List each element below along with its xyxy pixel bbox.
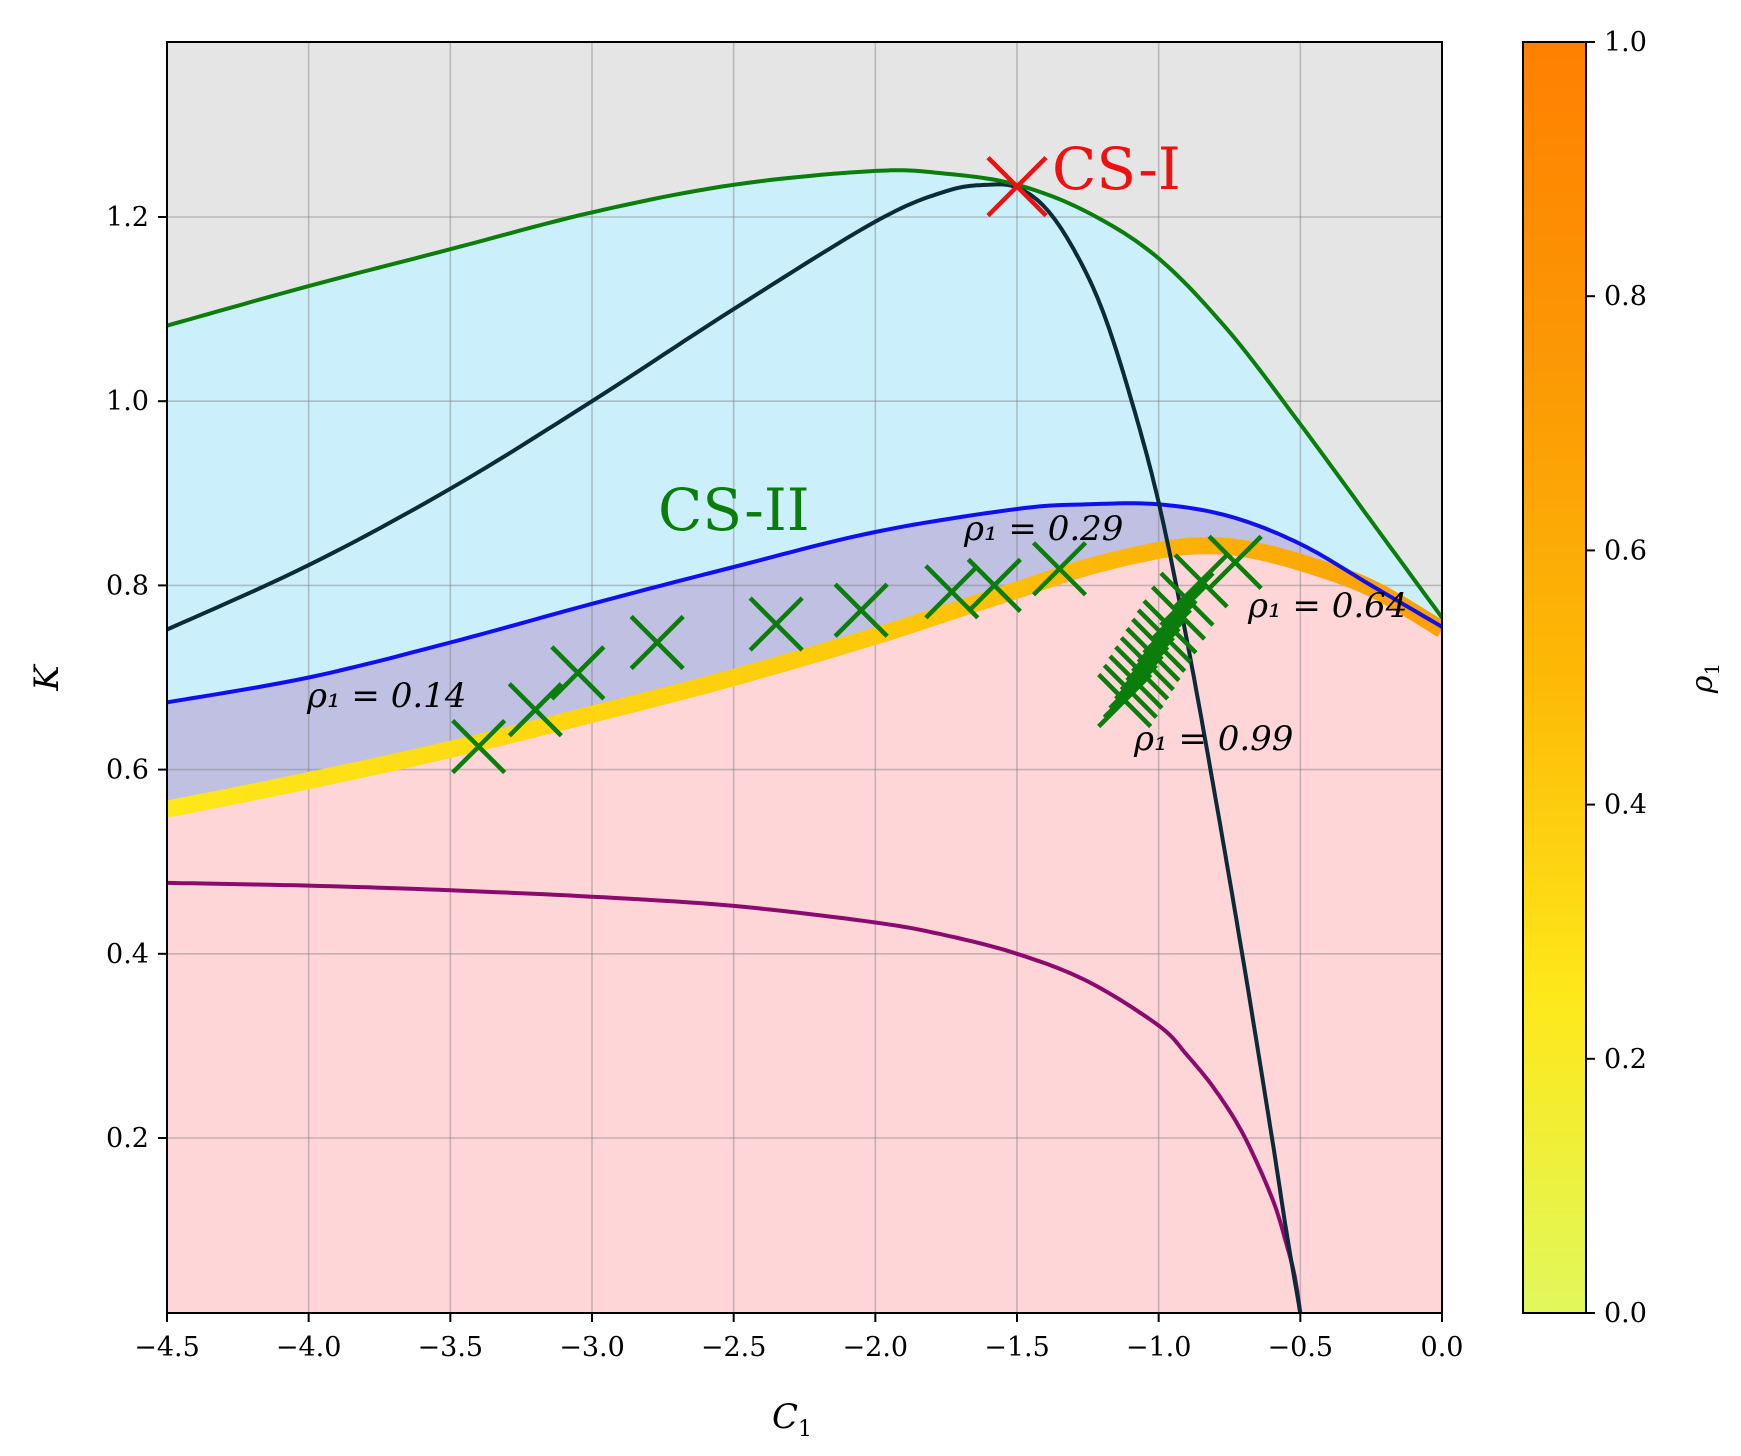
x-marker — [1150, 585, 1207, 641]
x-marker — [550, 645, 606, 701]
pink-region — [167, 545, 1442, 1313]
y-axis-label: K — [27, 663, 67, 692]
plot-area — [167, 42, 1442, 1313]
y-tick-label: 0.4 — [106, 939, 149, 970]
plot-frame — [166, 41, 1443, 1314]
colorbar-ticks: 0.0 0.2 0.4 0.6 0.8 1.0 — [1586, 27, 1647, 1329]
x-tick-label: −4.5 — [134, 1332, 200, 1363]
x-tick-label: −1.5 — [984, 1332, 1050, 1363]
colorbar-tick-label: 0.4 — [1604, 790, 1647, 821]
x-marker — [748, 596, 804, 652]
x-marker — [1031, 541, 1088, 597]
colorbar-tick-label: 0.2 — [1604, 1044, 1647, 1075]
x-axis-label: C1 — [772, 1397, 812, 1442]
x-marker — [1173, 553, 1229, 609]
colorbar-label: ρ1 — [1685, 663, 1724, 694]
y-tick-label: 1.0 — [106, 386, 149, 417]
rho-label-0.14: ρ₁ = 0.14 — [306, 676, 466, 716]
x-marker — [1102, 663, 1158, 719]
shaded-regions — [167, 170, 1442, 1313]
x-axis-ticks: −4.5 −4.0 −3.5 −3.0 −2.5 −2.0 −1.5 −1.0 −0.5 0.0 — [134, 1313, 1463, 1363]
x-tick-label: −3.5 — [418, 1332, 484, 1363]
y-axis-ticks: 0.2 0.4 0.6 0.8 1.0 1.2 — [106, 202, 167, 1154]
x-marker — [451, 718, 507, 775]
x-marker — [1207, 534, 1263, 590]
cs2-label: CS-II — [658, 476, 810, 544]
cs1-label: CS-I — [1052, 135, 1181, 203]
y-tick-label: 0.6 — [106, 755, 149, 786]
cs1-marker — [986, 156, 1048, 218]
x-tick-label: −4.0 — [276, 1332, 342, 1363]
x-marker — [507, 682, 563, 738]
colorbar-tick-label: 0.6 — [1604, 535, 1647, 566]
x-marker — [1108, 654, 1164, 710]
colorbar-tick-label: 1.0 — [1604, 27, 1647, 58]
x-marker — [1142, 599, 1198, 655]
x-tick-label: −3.0 — [559, 1332, 625, 1363]
x-tick-label: 0.0 — [1421, 1332, 1464, 1363]
y-tick-label: 0.2 — [106, 1123, 149, 1154]
x-marker — [1097, 672, 1153, 729]
markers — [451, 156, 1263, 775]
x-marker — [1131, 617, 1187, 673]
y-tick-label: 1.2 — [106, 202, 149, 233]
x-marker — [833, 582, 889, 638]
rho-label-0.99: ρ₁ = 0.99 — [1133, 719, 1293, 759]
x-marker — [1119, 636, 1175, 692]
rho-label-0.64: ρ₁ = 0.64 — [1247, 586, 1407, 626]
blue-boundary-curve — [167, 501, 1442, 705]
x-tick-label: −2.5 — [701, 1332, 767, 1363]
x-marker — [966, 557, 1022, 613]
x-marker — [1125, 626, 1181, 683]
x-tick-label: −0.5 — [1268, 1332, 1334, 1363]
purple-curve — [167, 880, 1303, 1313]
colorbar-tick-label: 0.0 — [1604, 1298, 1647, 1329]
y-tick-label: 0.8 — [106, 570, 149, 601]
x-marker — [1114, 645, 1170, 701]
rho1-thick-curve — [167, 537, 1442, 818]
dark-curve — [167, 182, 1303, 1313]
green-boundary-curve — [167, 168, 1442, 619]
x-marker — [629, 614, 685, 671]
rho-label-0.29: ρ₁ = 0.29 — [963, 509, 1123, 549]
colorbar-tick-label: 0.8 — [1604, 281, 1647, 312]
x-tick-label: −1.0 — [1126, 1332, 1192, 1363]
x-tick-label: −2.0 — [843, 1332, 909, 1363]
colorbar — [1522, 41, 1587, 1314]
curves — [167, 168, 1442, 1313]
